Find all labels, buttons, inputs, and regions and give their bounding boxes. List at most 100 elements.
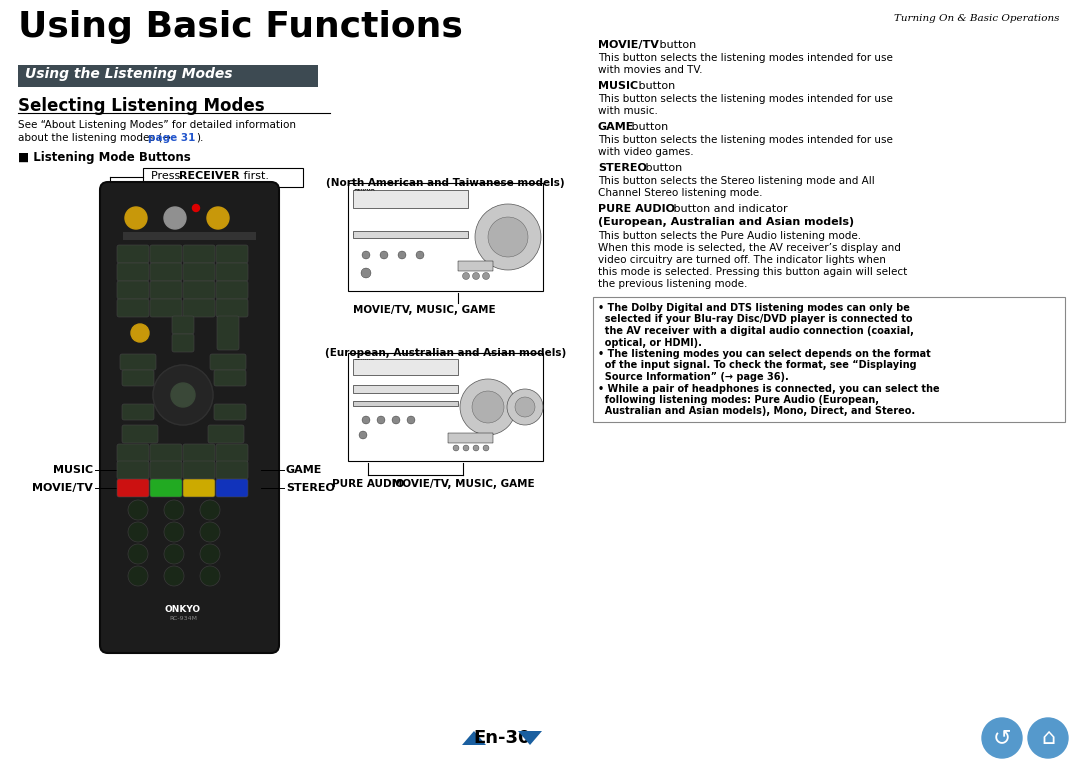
Text: Using the Listening Modes: Using the Listening Modes bbox=[25, 67, 232, 81]
Circle shape bbox=[472, 391, 504, 423]
Circle shape bbox=[192, 205, 200, 212]
FancyBboxPatch shape bbox=[122, 425, 158, 443]
Text: This button selects the listening modes intended for use: This button selects the listening modes … bbox=[598, 135, 893, 145]
Text: ↺: ↺ bbox=[993, 728, 1011, 748]
FancyBboxPatch shape bbox=[183, 299, 215, 317]
FancyBboxPatch shape bbox=[150, 461, 183, 479]
Text: When this mode is selected, the AV receiver’s display and: When this mode is selected, the AV recei… bbox=[598, 243, 901, 253]
Bar bbox=[353, 385, 458, 393]
Text: (North American and Taiwanese models): (North American and Taiwanese models) bbox=[326, 178, 565, 188]
Text: following listening modes: Pure Audio (European,: following listening modes: Pure Audio (E… bbox=[598, 395, 879, 405]
Circle shape bbox=[473, 273, 480, 280]
FancyBboxPatch shape bbox=[183, 479, 215, 497]
FancyBboxPatch shape bbox=[117, 245, 149, 263]
Text: with music.: with music. bbox=[598, 106, 658, 116]
Text: This button selects the listening modes intended for use: This button selects the listening modes … bbox=[598, 94, 893, 104]
Circle shape bbox=[361, 268, 372, 278]
FancyBboxPatch shape bbox=[183, 263, 215, 281]
Text: optical, or HDMI).: optical, or HDMI). bbox=[598, 338, 702, 348]
Bar bbox=[353, 190, 468, 208]
Text: ).: ). bbox=[195, 133, 203, 143]
Text: ■ Listening Mode Buttons: ■ Listening Mode Buttons bbox=[18, 151, 191, 164]
Text: RC-934M: RC-934M bbox=[168, 616, 197, 621]
Bar bbox=[448, 433, 492, 443]
Text: the AV receiver with a digital audio connection (coaxial,: the AV receiver with a digital audio con… bbox=[598, 326, 914, 336]
Circle shape bbox=[982, 718, 1022, 758]
Circle shape bbox=[460, 379, 516, 435]
Bar bbox=[593, 297, 1065, 422]
Text: En-30: En-30 bbox=[473, 729, 530, 747]
FancyBboxPatch shape bbox=[217, 316, 239, 350]
Text: first.: first. bbox=[240, 171, 269, 181]
Circle shape bbox=[200, 566, 220, 586]
Text: GAME: GAME bbox=[598, 122, 634, 132]
Circle shape bbox=[362, 416, 370, 424]
FancyBboxPatch shape bbox=[216, 479, 248, 497]
FancyBboxPatch shape bbox=[122, 370, 154, 386]
FancyBboxPatch shape bbox=[183, 281, 215, 299]
Text: Using Basic Functions: Using Basic Functions bbox=[18, 10, 463, 44]
Circle shape bbox=[483, 273, 489, 280]
FancyBboxPatch shape bbox=[208, 425, 244, 443]
Text: button: button bbox=[627, 122, 669, 132]
Text: video circuitry are turned off. The indicator lights when: video circuitry are turned off. The indi… bbox=[598, 255, 886, 265]
Circle shape bbox=[483, 445, 489, 451]
Circle shape bbox=[475, 204, 541, 270]
Text: ONKYO: ONKYO bbox=[165, 605, 201, 614]
Text: ONKYO: ONKYO bbox=[354, 189, 376, 194]
Text: button and indicator: button and indicator bbox=[670, 204, 787, 214]
Bar bbox=[353, 359, 458, 375]
Circle shape bbox=[473, 445, 480, 451]
FancyBboxPatch shape bbox=[117, 263, 149, 281]
Circle shape bbox=[164, 500, 184, 520]
Circle shape bbox=[462, 273, 470, 280]
Text: PURE AUDIO: PURE AUDIO bbox=[598, 204, 675, 214]
Circle shape bbox=[392, 416, 400, 424]
Text: This button selects the listening modes intended for use: This button selects the listening modes … bbox=[598, 53, 893, 63]
Text: • While a pair of headphones is connected, you can select the: • While a pair of headphones is connecte… bbox=[598, 384, 940, 393]
FancyBboxPatch shape bbox=[172, 334, 194, 352]
Polygon shape bbox=[462, 731, 486, 745]
Circle shape bbox=[164, 544, 184, 564]
Circle shape bbox=[164, 207, 186, 229]
Circle shape bbox=[507, 389, 543, 425]
FancyBboxPatch shape bbox=[183, 444, 215, 462]
Circle shape bbox=[453, 445, 459, 451]
Text: ⌂: ⌂ bbox=[1041, 728, 1055, 748]
FancyBboxPatch shape bbox=[216, 263, 248, 281]
Text: STEREO: STEREO bbox=[598, 163, 647, 173]
Text: MOVIE/TV, MUSIC, GAME: MOVIE/TV, MUSIC, GAME bbox=[353, 305, 496, 315]
Bar bbox=[353, 401, 458, 406]
FancyBboxPatch shape bbox=[216, 281, 248, 299]
Text: with video games.: with video games. bbox=[598, 147, 693, 157]
Circle shape bbox=[359, 431, 367, 439]
FancyBboxPatch shape bbox=[216, 245, 248, 263]
Circle shape bbox=[129, 522, 148, 542]
Bar bbox=[18, 65, 318, 87]
Circle shape bbox=[131, 324, 149, 342]
FancyBboxPatch shape bbox=[122, 404, 154, 420]
Circle shape bbox=[377, 416, 384, 424]
Circle shape bbox=[164, 522, 184, 542]
Text: This button selects the Pure Audio listening mode.: This button selects the Pure Audio liste… bbox=[598, 231, 861, 241]
FancyBboxPatch shape bbox=[150, 281, 183, 299]
Text: GAME: GAME bbox=[286, 465, 322, 475]
FancyBboxPatch shape bbox=[150, 245, 183, 263]
Text: with movies and TV.: with movies and TV. bbox=[598, 65, 702, 75]
Circle shape bbox=[407, 416, 415, 424]
FancyBboxPatch shape bbox=[150, 299, 183, 317]
FancyBboxPatch shape bbox=[117, 479, 149, 497]
Circle shape bbox=[463, 445, 469, 451]
Bar bbox=[143, 168, 303, 187]
Text: Press: Press bbox=[151, 171, 184, 181]
FancyBboxPatch shape bbox=[150, 444, 183, 462]
Text: Turning On & Basic Operations: Turning On & Basic Operations bbox=[894, 14, 1059, 23]
Circle shape bbox=[164, 566, 184, 586]
FancyBboxPatch shape bbox=[117, 444, 149, 462]
FancyBboxPatch shape bbox=[216, 299, 248, 317]
Text: Australian and Asian models), Mono, Direct, and Stereo.: Australian and Asian models), Mono, Dire… bbox=[598, 406, 915, 416]
Text: PURE AUDIO: PURE AUDIO bbox=[332, 479, 404, 489]
Text: button: button bbox=[642, 163, 683, 173]
FancyBboxPatch shape bbox=[183, 245, 215, 263]
Circle shape bbox=[515, 397, 535, 417]
